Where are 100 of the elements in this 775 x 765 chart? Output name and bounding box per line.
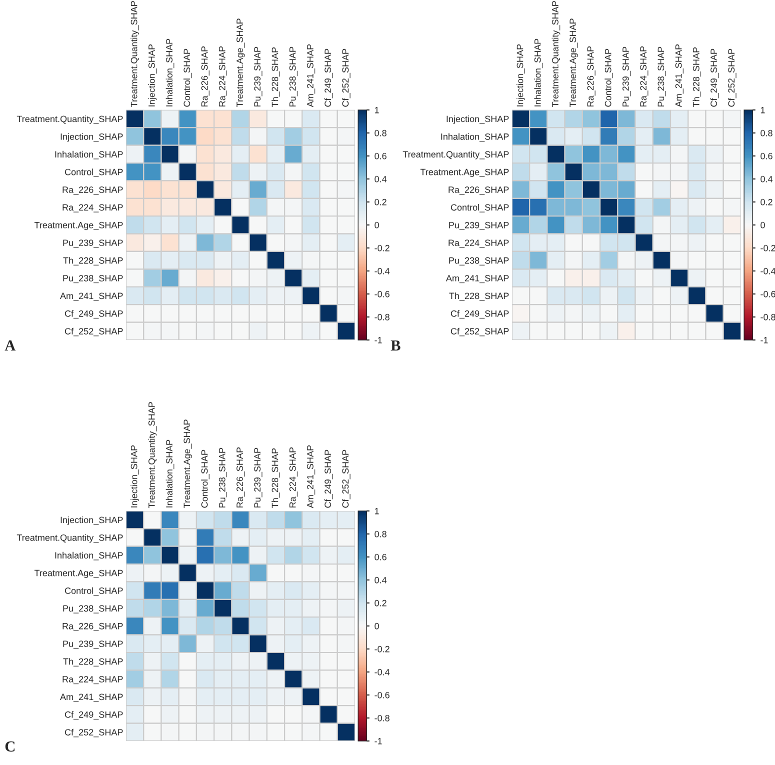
y-tick-label: Pu_238_SHAP bbox=[63, 275, 123, 284]
text: C bbox=[5, 741, 15, 752]
color-bar-label: 0.6 bbox=[374, 152, 386, 160]
color-bar-label: 0.4 bbox=[760, 176, 773, 182]
y-tick-label: Cf_249_SHAP bbox=[450, 310, 509, 318]
x-tick-label: Am_241_SHAP bbox=[675, 44, 684, 108]
y-tick-label: Ra_224_SHAP bbox=[62, 204, 123, 212]
color-bar-label: 0.4 bbox=[374, 176, 387, 182]
y-tick-label: Control_SHAP bbox=[450, 204, 509, 212]
color-bar-label: 0.8 bbox=[374, 530, 386, 538]
x-tick-label: Pu_239_SHAP bbox=[254, 46, 262, 106]
y-tick-label: Ra_224_SHAP bbox=[448, 240, 509, 248]
y-tick-label: Am_241_SHAP bbox=[60, 694, 123, 702]
y-tick-label: Inhalation_SHAP bbox=[441, 133, 509, 142]
color-bar-label: -0.4 bbox=[374, 668, 390, 676]
color-bar-label: 1 bbox=[374, 106, 379, 114]
color-bar-label: -0.2 bbox=[374, 244, 390, 252]
y-tick-label: Cf_249_SHAP bbox=[64, 711, 123, 720]
color-bar-label: -0.4 bbox=[374, 268, 390, 274]
y-tick-label: Control_SHAP bbox=[64, 587, 123, 596]
y-tick-label: Ra_224_SHAP bbox=[62, 676, 123, 684]
y-tick-label: Treatment.Age_SHAP bbox=[34, 222, 123, 230]
color-bar-label: -0.2 bbox=[374, 646, 390, 652]
y-tick-label: Treatment.Quantity_SHAP bbox=[16, 116, 123, 124]
y-tick-label: Cf_252_SHAP bbox=[64, 328, 123, 336]
y-tick-label: Am_241_SHAP bbox=[60, 292, 123, 301]
color-bar-label: 0.2 bbox=[760, 198, 772, 206]
x-tick-label: Ra_224_SHAP bbox=[218, 46, 228, 106]
y-tick-label: Treatment.Quantity_SHAP bbox=[16, 534, 123, 543]
color-bar-label: 0 bbox=[374, 622, 379, 630]
y-tick-label: Injection_SHAP bbox=[446, 116, 509, 124]
x-tick-label: Cf_249_SHAP bbox=[324, 450, 333, 508]
color-bar-label: -0.6 bbox=[760, 290, 775, 298]
y-tick-label: Injection_SHAP bbox=[60, 516, 123, 525]
color-bar-label: -1 bbox=[374, 337, 382, 344]
x-tick-label: Cf_252_SHAP bbox=[342, 48, 350, 107]
x-tick-label: Ra_226_SHAP bbox=[201, 46, 210, 106]
color-bar-label: -0.6 bbox=[374, 692, 390, 698]
x-tick-label: Pu_238_SHAP bbox=[218, 448, 228, 508]
y-tick-label: Inhalation_SHAP bbox=[55, 552, 123, 560]
color-bar-label: -0.8 bbox=[760, 314, 775, 320]
x-tick-label: Control_SHAP bbox=[183, 48, 192, 107]
y-tick-label: Ra_226_SHAP bbox=[62, 186, 123, 195]
y-tick-label: Pu_238_SHAP bbox=[63, 605, 123, 614]
color-bar-label: -0.6 bbox=[374, 290, 390, 298]
color-bar-label: 0.6 bbox=[374, 554, 386, 560]
x-tick-label: Treatment.Age_SHAP bbox=[184, 420, 192, 508]
color-bar-label: 0 bbox=[374, 222, 379, 228]
y-tick-label: Control_SHAP bbox=[64, 168, 123, 177]
y-tick-label: Pu_239_SHAP bbox=[63, 240, 123, 248]
x-tick-label: Treatment.Age_SHAP bbox=[570, 18, 578, 107]
color-bar-label: -0.2 bbox=[760, 244, 775, 252]
y-tick-label: Th_228_SHAP bbox=[449, 292, 509, 301]
x-tick-label: Inhalation_SHAP bbox=[166, 440, 174, 508]
y-tick-label: Pu_239_SHAP bbox=[63, 640, 123, 649]
x-tick-label: Control_SHAP bbox=[201, 450, 210, 508]
y-tick-label: Pu_238_SHAP bbox=[449, 257, 509, 266]
y-tick-label: Pu_239_SHAP bbox=[449, 222, 509, 230]
text: A bbox=[4, 340, 16, 350]
x-tick-label: Am_241_SHAP bbox=[307, 445, 316, 508]
x-tick-label: Th_228_SHAP bbox=[692, 47, 702, 107]
y-tick-label: Treatment.Quantity_SHAP bbox=[402, 150, 509, 160]
color-bar-label: -1 bbox=[374, 738, 382, 744]
y-tick-label: Am_241_SHAP bbox=[446, 275, 509, 284]
color-bar-label: 1 bbox=[760, 106, 765, 114]
y-tick-label: Ra_226_SHAP bbox=[448, 186, 509, 195]
x-tick-label: Pu_239_SHAP bbox=[622, 46, 631, 106]
y-tick-label: Th_228_SHAP bbox=[63, 658, 123, 666]
x-tick-label: Pu_239_SHAP bbox=[254, 448, 262, 508]
y-tick-label: Injection_SHAP bbox=[60, 133, 123, 142]
x-tick-label: Ra_224_SHAP bbox=[640, 46, 648, 106]
x-tick-label: Cf_252_SHAP bbox=[342, 450, 350, 508]
x-tick-label: Pu_238_SHAP bbox=[289, 46, 298, 106]
color-bar-label: 0.4 bbox=[374, 576, 387, 584]
color-bar-label: 0.2 bbox=[374, 600, 386, 606]
color-bar-label: 1 bbox=[374, 508, 379, 514]
y-tick-label: Ra_226_SHAP bbox=[62, 622, 123, 632]
x-tick-label: Cf_249_SHAP bbox=[324, 48, 333, 107]
color-bar-label: 0.8 bbox=[374, 130, 386, 136]
y-tick-label: Cf_249_SHAP bbox=[64, 310, 123, 318]
x-tick-label: Cf_252_SHAP bbox=[728, 48, 736, 107]
x-tick-label: Ra_226_SHAP bbox=[236, 447, 245, 508]
x-tick-label: Pu_238_SHAP bbox=[658, 46, 666, 106]
x-tick-label: Am_241_SHAP bbox=[307, 44, 316, 108]
x-tick-label: Cf_249_SHAP bbox=[710, 48, 719, 107]
x-tick-label: Control_SHAP bbox=[604, 48, 613, 107]
x-tick-label: Ra_224_SHAP bbox=[289, 447, 298, 508]
color-bar-label: -0.8 bbox=[374, 714, 390, 722]
x-tick-label: Th_228_SHAP bbox=[272, 448, 280, 508]
color-bar-label: 0.2 bbox=[374, 198, 386, 206]
x-tick-label: Th_228_SHAP bbox=[272, 47, 280, 107]
y-tick-label: Treatment.Age_SHAP bbox=[34, 570, 123, 578]
y-tick-label: Treatment.Age_SHAP bbox=[420, 168, 509, 178]
color-bar-label: 0.6 bbox=[760, 152, 772, 160]
text: B bbox=[390, 340, 400, 351]
y-tick-label: Inhalation_SHAP bbox=[55, 150, 123, 160]
y-tick-label: Th_228_SHAP bbox=[63, 257, 123, 266]
color-bar-label: 0 bbox=[760, 222, 765, 228]
color-bar-label: 0.8 bbox=[760, 130, 772, 136]
color-bar-label: -1 bbox=[760, 337, 768, 344]
